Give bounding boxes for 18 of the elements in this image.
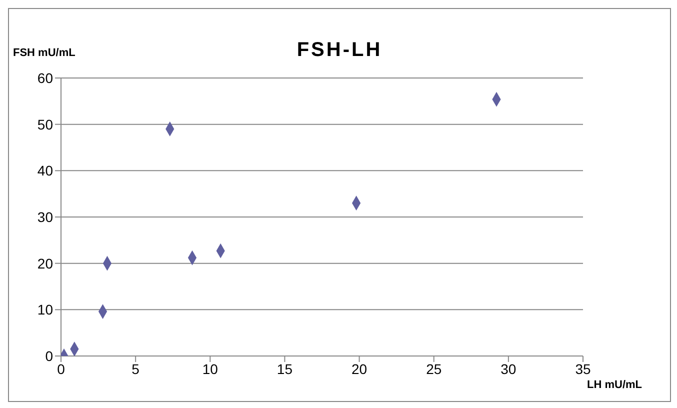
x-tick-label: 25 <box>426 360 442 377</box>
y-tick-label: 60 <box>37 70 54 86</box>
y-tick-label: 50 <box>37 116 54 132</box>
x-tick-label: 10 <box>202 360 218 377</box>
y-axis-title: FSH mU/mL <box>13 47 76 59</box>
y-tick-label: 10 <box>37 302 54 318</box>
chart-title: FSH-LH <box>296 39 382 61</box>
y-tick-label: 20 <box>37 255 54 272</box>
x-axis-title: LH mU/mL <box>587 379 642 391</box>
y-tick-label: 30 <box>37 208 54 225</box>
x-tick-label: 30 <box>500 360 516 377</box>
y-tick-label: 40 <box>37 162 54 179</box>
y-tick-label: 0 <box>45 348 54 364</box>
x-tick-label: 0 <box>57 360 66 377</box>
x-tick-label: 5 <box>132 360 140 377</box>
x-tick-label: 15 <box>276 360 293 377</box>
x-tick-label: 35 <box>575 360 591 377</box>
x-tick-label: 20 <box>351 360 368 377</box>
